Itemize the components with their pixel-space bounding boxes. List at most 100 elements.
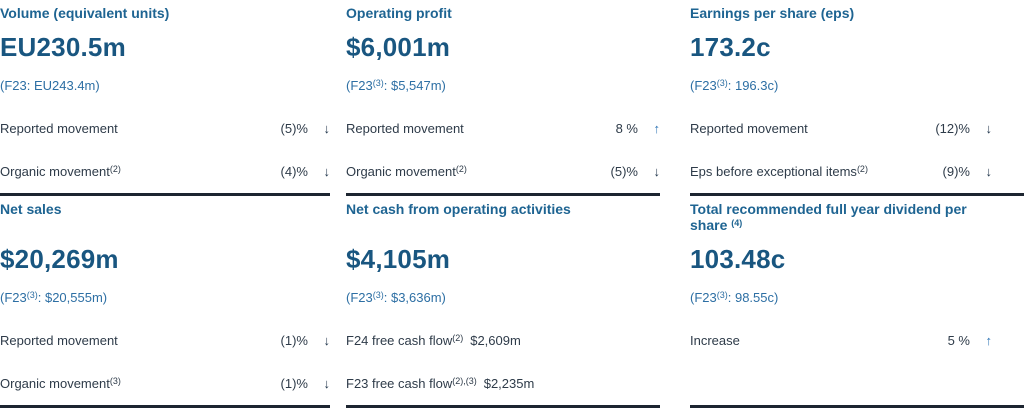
movement-value: (5)% xyxy=(610,164,638,179)
prior-footnote: (3) xyxy=(372,77,384,88)
movement-label: Organic movement(3) xyxy=(0,376,121,392)
prior-prefix: (F23 xyxy=(346,78,373,93)
free-cash-flow-row: F23 free cash flow(2),(3) $2,235m xyxy=(346,376,660,392)
prior-prefix: (F23 xyxy=(690,290,717,305)
movement-value: (5)% xyxy=(280,121,308,136)
movement-label-text: Reported movement xyxy=(346,121,464,136)
movement-row: Reported movement 8 % ↑ xyxy=(346,121,660,137)
movement-row: Increase 5 % ↑ xyxy=(690,333,1024,349)
trend-up-icon: ↑ xyxy=(985,333,993,348)
kpi-cell-dividend: Total recommended full year dividend per… xyxy=(690,196,1024,408)
movement-label: Organic movement(2) xyxy=(0,164,121,180)
movement-label-text: Increase xyxy=(690,333,740,348)
prior-rest: : 196.3c) xyxy=(727,78,779,93)
movement-label-text: Organic movement xyxy=(0,164,110,179)
movement-label-text: Reported movement xyxy=(0,121,118,136)
movement-label: Increase xyxy=(690,333,740,349)
movement-value: (9)% xyxy=(942,164,970,179)
trend-down-icon: ↓ xyxy=(323,376,331,391)
kpi-value: $4,105m xyxy=(346,244,451,274)
kpi-title-text: Net cash from operating activities xyxy=(346,201,571,217)
trend-down-icon: ↓ xyxy=(653,164,661,179)
prior-year-value: (F23(3): $5,547m) xyxy=(346,78,660,94)
kpi-title: Operating profit xyxy=(346,0,660,33)
kpi-cell-net-sales: Net sales $20,269m (F23(3): $20,555m) Re… xyxy=(0,196,330,408)
prior-rest: : $5,547m) xyxy=(383,78,446,93)
movement-row: Organic movement(3) (1)% ↓ xyxy=(0,376,330,392)
kpi-cell-volume: Volume (equivalent units) EU230.5m (F23:… xyxy=(0,0,330,196)
free-cash-flow-label-text: F23 free cash flow xyxy=(346,376,453,391)
trend-down-icon: ↓ xyxy=(985,164,993,179)
kpi-row-bottom: Net sales $20,269m (F23(3): $20,555m) Re… xyxy=(0,196,1024,408)
prior-prefix: (F23 xyxy=(0,78,27,93)
prior-footnote: (3) xyxy=(372,289,384,300)
movement-label-text: Organic movement xyxy=(0,376,110,391)
prior-rest: : 98.55c) xyxy=(727,290,779,305)
movement-footnote: (2) xyxy=(109,163,121,174)
movement-row: Eps before exceptional items(2) (9)% ↓ xyxy=(690,164,1024,180)
movement-label: Reported movement xyxy=(0,333,118,349)
kpi-title: Total recommended full year dividend per… xyxy=(690,196,1002,245)
kpi-title-text: Operating profit xyxy=(346,5,452,21)
kpi-title: Earnings per share (eps) xyxy=(690,0,1024,33)
prior-year-value: (F23(3): 98.55c) xyxy=(690,290,1024,306)
movement-value: (1)% xyxy=(280,333,308,348)
movement-row: Organic movement(2) (4)% ↓ xyxy=(0,164,330,180)
movement-row: Reported movement (1)% ↓ xyxy=(0,333,330,349)
kpi-title-footnote: (4) xyxy=(731,217,743,228)
kpi-title-text: Volume (equivalent units) xyxy=(0,5,170,21)
movement-footnote: (2) xyxy=(856,163,868,174)
movement-row: Reported movement (5)% ↓ xyxy=(0,121,330,137)
kpi-value: 103.48c xyxy=(690,244,786,274)
prior-footnote: (3) xyxy=(716,289,728,300)
prior-prefix: (F23 xyxy=(690,78,717,93)
movement-label-text: Reported movement xyxy=(690,121,808,136)
movement-value: 8 % xyxy=(615,121,638,136)
kpi-value: $20,269m xyxy=(0,244,119,274)
movement-label: Reported movement xyxy=(690,121,808,137)
movement-label-text: Eps before exceptional items xyxy=(690,164,857,179)
free-cash-flow-value: $2,235m xyxy=(483,376,535,391)
free-cash-flow-value: $2,609m xyxy=(470,333,521,348)
kpi-cell-net-cash: Net cash from operating activities $4,10… xyxy=(346,196,660,408)
movement-value: 5 % xyxy=(947,333,970,348)
kpi-value: $6,001m xyxy=(346,32,451,62)
prior-rest: : $20,555m) xyxy=(37,290,108,305)
free-cash-flow-label-text: F24 free cash flow xyxy=(346,333,453,348)
free-cash-flow-footnote: (2),(3) xyxy=(452,375,477,386)
movement-footnote: (2) xyxy=(455,163,467,174)
kpi-title: Net cash from operating activities xyxy=(346,196,660,245)
prior-year-value: (F23(3): $20,555m) xyxy=(0,290,330,306)
movement-label: Reported movement xyxy=(0,121,118,137)
free-cash-flow-label: F24 free cash flow(2) xyxy=(346,333,463,349)
trend-down-icon: ↓ xyxy=(985,121,993,136)
movement-label: Reported movement xyxy=(346,121,464,137)
kpi-cell-eps: Earnings per share (eps) 173.2c (F23(3):… xyxy=(690,0,1024,196)
prior-year-value: (F23: EU243.4m) xyxy=(0,78,330,94)
kpi-title: Volume (equivalent units) xyxy=(0,0,330,33)
movement-label: Eps before exceptional items(2) xyxy=(690,164,868,180)
movement-value: (4)% xyxy=(280,164,308,179)
free-cash-flow-row: F24 free cash flow(2) $2,609m xyxy=(346,333,660,349)
prior-year-value: (F23(3): $3,636m) xyxy=(346,290,660,306)
kpi-title-text: Net sales xyxy=(0,201,62,217)
movement-value: (12)% xyxy=(935,121,970,136)
kpi-value: 173.2c xyxy=(690,32,771,62)
movement-label: Organic movement(2) xyxy=(346,164,467,180)
movement-row: Organic movement(2) (5)% ↓ xyxy=(346,164,660,180)
movement-row: Reported movement (12)% ↓ xyxy=(690,121,1024,137)
kpi-title: Net sales xyxy=(0,196,330,245)
prior-rest: : EU243.4m) xyxy=(26,78,100,93)
movement-value: (1)% xyxy=(280,376,308,391)
kpi-title-text: Earnings per share (eps) xyxy=(690,5,855,21)
trend-down-icon: ↓ xyxy=(323,121,331,136)
prior-rest: : $3,636m) xyxy=(383,290,446,305)
movement-label-text: Organic movement xyxy=(346,164,456,179)
trend-up-icon: ↑ xyxy=(653,121,661,136)
prior-footnote: (3) xyxy=(26,289,38,300)
kpi-row-top: Volume (equivalent units) EU230.5m (F23:… xyxy=(0,0,1024,196)
movement-footnote: (3) xyxy=(109,375,121,386)
kpi-value: EU230.5m xyxy=(0,32,126,62)
prior-footnote: (3) xyxy=(716,77,728,88)
